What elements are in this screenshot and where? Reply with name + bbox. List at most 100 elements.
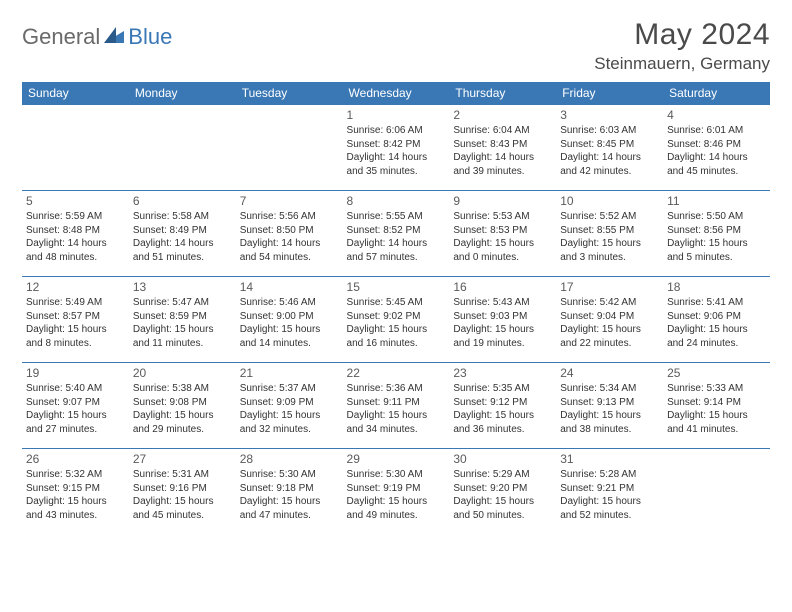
calendar-day-cell: 6Sunrise: 5:58 AMSunset: 8:49 PMDaylight… bbox=[129, 191, 236, 277]
calendar-empty-cell bbox=[129, 105, 236, 191]
location: Steinmauern, Germany bbox=[594, 54, 770, 74]
day-info: Sunrise: 6:03 AMSunset: 8:45 PMDaylight:… bbox=[560, 124, 659, 178]
day-number: 21 bbox=[240, 366, 339, 380]
calendar-day-cell: 23Sunrise: 5:35 AMSunset: 9:12 PMDayligh… bbox=[449, 363, 556, 449]
day-info: Sunrise: 5:30 AMSunset: 9:19 PMDaylight:… bbox=[347, 468, 446, 522]
calendar-day-cell: 17 Sunrise: 5:42 AMSunset: 9:04 PMDayligh… bbox=[556, 277, 663, 363]
header: General Blue May 2024 Steinmauern, Germa… bbox=[22, 18, 770, 74]
sunset-line: Sunset: 9:20 PM bbox=[453, 482, 552, 496]
day-info: Sunrise: 5:28 AMSunset: 9:21 PMDaylight:… bbox=[560, 468, 659, 522]
day-number: 19 bbox=[26, 366, 125, 380]
day-info: Sunrise: 5:59 AMSunset: 8:48 PMDaylight:… bbox=[26, 210, 125, 264]
day-number: 17 bbox=[560, 280, 659, 294]
daylight-line: Daylight: 15 hours and 38 minutes. bbox=[560, 409, 659, 436]
sunrise-line: Sunrise: 5:46 AM bbox=[240, 296, 339, 310]
sunset-line: Sunset: 9:06 PM bbox=[667, 310, 766, 324]
sunset-line: Sunset: 9:14 PM bbox=[667, 396, 766, 410]
sunset-line: Sunset: 9:18 PM bbox=[240, 482, 339, 496]
sunrise-line: Sunrise: 5:55 AM bbox=[347, 210, 446, 224]
calendar-day-cell: 20Sunrise: 5:38 AMSunset: 9:08 PMDayligh… bbox=[129, 363, 236, 449]
logo-text-blue: Blue bbox=[128, 24, 172, 50]
calendar-week-row: 26 Sunrise: 5:32 AMSunset: 9:15 PM Dayligh… bbox=[22, 449, 770, 535]
calendar-day-cell: 7Sunrise: 5:56 AMSunset: 8:50 PMDaylight… bbox=[236, 191, 343, 277]
sunset-line: Sunset: 8:55 PM bbox=[560, 224, 659, 238]
day-info: Sunrise: 5:41 AMSunset: 9:06 PMDaylight:… bbox=[667, 296, 766, 350]
calendar-day-cell: 16Sunrise: 5:43 AMSunset: 9:03 PMDayligh… bbox=[449, 277, 556, 363]
sunrise-line: Sunrise: 5:40 AM bbox=[26, 382, 125, 396]
day-info: Sunrise: 5:29 AMSunset: 9:20 PMDaylight:… bbox=[453, 468, 552, 522]
sunset-line: Sunset: 8:57 PM bbox=[26, 310, 125, 324]
sunset-line: Sunset: 9:09 PM bbox=[240, 396, 339, 410]
day-number: 23 bbox=[453, 366, 552, 380]
daylight-line: Daylight: 15 hours and 3 minutes. bbox=[560, 237, 659, 264]
sunset-line: Sunset: 9:07 PM bbox=[26, 396, 125, 410]
sunrise-line: Sunrise: 5:33 AM bbox=[667, 382, 766, 396]
sunrise-line: Sunrise: 6:01 AM bbox=[667, 124, 766, 138]
calendar-day-cell: 9Sunrise: 5:53 AMSunset: 8:53 PMDaylight… bbox=[449, 191, 556, 277]
daylight-line: Daylight: 15 hours and 49 minutes. bbox=[347, 495, 446, 522]
day-info: Sunrise: 5:45 AMSunset: 9:02 PMDaylight:… bbox=[347, 296, 446, 350]
day-number: 18 bbox=[667, 280, 766, 294]
sunset-line: Sunset: 9:16 PM bbox=[133, 482, 232, 496]
day-info: Sunrise: 6:06 AMSunset: 8:42 PMDaylight:… bbox=[347, 124, 446, 178]
calendar-day-cell: 4Sunrise: 6:01 AMSunset: 8:46 PMDaylight… bbox=[663, 105, 770, 191]
sunrise-line: Sunrise: 5:38 AM bbox=[133, 382, 232, 396]
sunset-line: Sunset: 9:12 PM bbox=[453, 396, 552, 410]
daylight-line: Daylight: 15 hours and 24 minutes. bbox=[667, 323, 766, 350]
day-number: 24 bbox=[560, 366, 659, 380]
day-info: Sunrise: 5:55 AMSunset: 8:52 PMDaylight:… bbox=[347, 210, 446, 264]
logo-mark-icon bbox=[102, 25, 126, 50]
sunset-line: Sunset: 8:56 PM bbox=[667, 224, 766, 238]
sunrise-line: Sunrise: 5:35 AM bbox=[453, 382, 552, 396]
sunrise-line: Sunrise: 5:43 AM bbox=[453, 296, 552, 310]
day-info: Sunrise: 5:46 AMSunset: 9:00 PMDaylight:… bbox=[240, 296, 339, 350]
daylight-line: Daylight: 15 hours and 29 minutes. bbox=[133, 409, 232, 436]
daylight-line: Daylight: 14 hours and 45 minutes. bbox=[667, 151, 766, 178]
sunrise-line: Sunrise: 5:37 AM bbox=[240, 382, 339, 396]
sunrise-line: Sunrise: 5:47 AM bbox=[133, 296, 232, 310]
logo: General Blue bbox=[22, 24, 172, 50]
sunrise-line: Sunrise: 5:50 AM bbox=[667, 210, 766, 224]
month-title: May 2024 bbox=[594, 18, 770, 52]
sunset-line: Sunset: 9:03 PM bbox=[453, 310, 552, 324]
sunset-line: Sunset: 9:15 PM bbox=[26, 482, 125, 496]
sunrise-line: Sunrise: 5:36 AM bbox=[347, 382, 446, 396]
day-number: 14 bbox=[240, 280, 339, 294]
day-number: 15 bbox=[347, 280, 446, 294]
daylight-line: Daylight: 14 hours and 35 minutes. bbox=[347, 151, 446, 178]
day-number: 22 bbox=[347, 366, 446, 380]
day-info: Sunrise: 5:43 AMSunset: 9:03 PMDaylight:… bbox=[453, 296, 552, 350]
daylight-line: Daylight: 14 hours and 42 minutes. bbox=[560, 151, 659, 178]
sunset-line: Sunset: 8:48 PM bbox=[26, 224, 125, 238]
calendar-body: 1Sunrise: 6:06 AMSunset: 8:42 PMDaylight… bbox=[22, 105, 770, 535]
daylight-line: Daylight: 15 hours and 22 minutes. bbox=[560, 323, 659, 350]
daylight-line: Daylight: 15 hours and 11 minutes. bbox=[133, 323, 232, 350]
day-info: Sunrise: 5:40 AMSunset: 9:07 PMDaylight:… bbox=[26, 382, 125, 436]
calendar-day-cell: 26Sunrise: 5:32 AMSunset: 9:15 PMDayligh… bbox=[22, 449, 129, 535]
daylight-line: Daylight: 15 hours and 5 minutes. bbox=[667, 237, 766, 264]
calendar-empty-cell bbox=[236, 105, 343, 191]
day-number: 20 bbox=[133, 366, 232, 380]
weekday-header: Wednesday bbox=[343, 82, 450, 105]
sunrise-line: Sunrise: 5:53 AM bbox=[453, 210, 552, 224]
sunrise-line: Sunrise: 5:30 AM bbox=[347, 468, 446, 482]
day-number: 30 bbox=[453, 452, 552, 466]
day-number: 27 bbox=[133, 452, 232, 466]
sunrise-line: Sunrise: 5:58 AM bbox=[133, 210, 232, 224]
day-info: Sunrise: 5:58 AMSunset: 8:49 PMDaylight:… bbox=[133, 210, 232, 264]
sunset-line: Sunset: 9:21 PM bbox=[560, 482, 659, 496]
sunset-line: Sunset: 8:50 PM bbox=[240, 224, 339, 238]
calendar-empty-cell bbox=[22, 105, 129, 191]
calendar-day-cell: 25Sunrise: 5:33 AMSunset: 9:14 PMDayligh… bbox=[663, 363, 770, 449]
day-info: Sunrise: 5:37 AMSunset: 9:09 PMDaylight:… bbox=[240, 382, 339, 436]
day-number: 26 bbox=[26, 452, 125, 466]
sunrise-line: Sunrise: 5:32 AM bbox=[26, 468, 125, 482]
day-info: Sunrise: 6:04 AMSunset: 8:43 PMDaylight:… bbox=[453, 124, 552, 178]
calendar-day-cell: 12Sunrise: 5:49 AMSunset: 8:57 PMDayligh… bbox=[22, 277, 129, 363]
daylight-line: Daylight: 15 hours and 45 minutes. bbox=[133, 495, 232, 522]
day-number: 2 bbox=[453, 108, 552, 122]
sunset-line: Sunset: 9:04 PM bbox=[560, 310, 659, 324]
sunrise-line: Sunrise: 5:42 AM bbox=[560, 296, 659, 310]
daylight-line: Daylight: 15 hours and 0 minutes. bbox=[453, 237, 552, 264]
logo-text-general: General bbox=[22, 24, 100, 50]
